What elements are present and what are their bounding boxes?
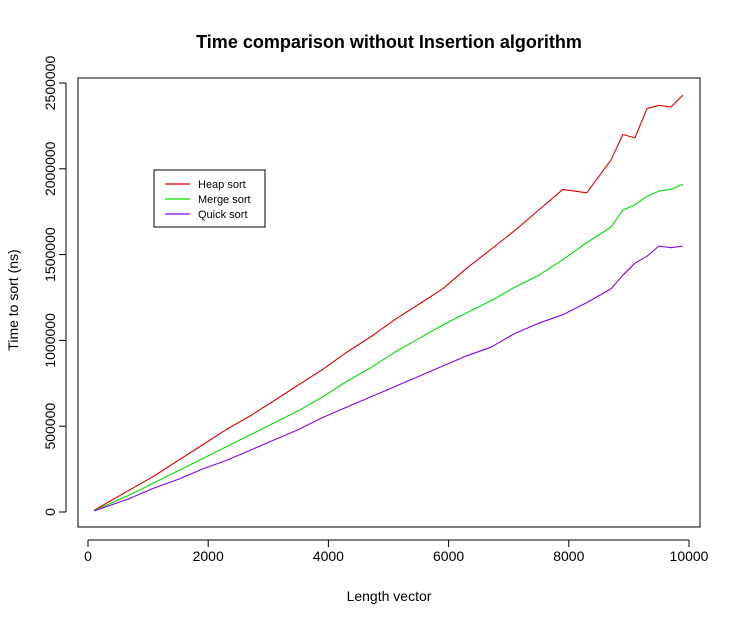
legend-label: Quick sort: [198, 209, 248, 221]
axes: 0 2000 4000 6000 8000 10000 0 500000 1000000 1500…: [42, 56, 709, 564]
x-tick-label: 2000: [193, 548, 224, 564]
y-tick-label: 0: [42, 508, 58, 516]
legend: Heap sort Merge sort Quick sort: [153, 169, 266, 228]
series-line-quick-sort: [93, 245, 684, 512]
series-line-heap-sort: [93, 94, 684, 511]
legend-label: Heap sort: [198, 179, 246, 191]
series-line-merge-sort: [93, 183, 684, 512]
chart-title: Time comparison without Insertion algori…: [196, 32, 582, 52]
x-tick-label: 8000: [553, 548, 584, 564]
y-tick-label: 2000000: [42, 141, 58, 196]
y-tick-label: 2500000: [42, 56, 58, 111]
y-axis-label: Time to sort (ns): [5, 249, 21, 350]
legend-label: Merge sort: [198, 194, 251, 206]
x-tick-label: 6000: [433, 548, 464, 564]
x-tick-label: 10000: [670, 548, 709, 564]
x-tick-label: 4000: [313, 548, 344, 564]
y-tick-label: 500000: [42, 403, 58, 450]
series-lines: [93, 94, 684, 512]
x-tick-label: 0: [84, 548, 92, 564]
x-axis-label: Length vector: [347, 588, 432, 604]
y-tick-label: 1000000: [42, 313, 58, 368]
plot-frame: [77, 77, 701, 528]
y-tick-label: 1500000: [42, 227, 58, 282]
